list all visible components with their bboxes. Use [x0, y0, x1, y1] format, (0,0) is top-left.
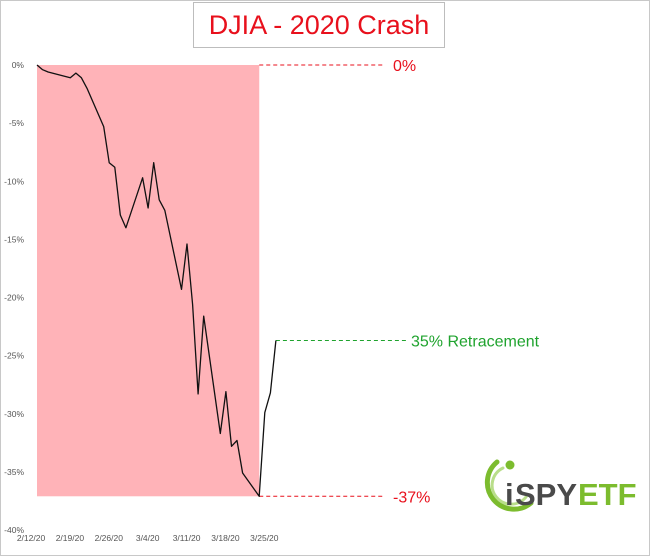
y-tick-label: -10%	[4, 176, 24, 186]
y-tick-label: 0%	[12, 60, 25, 70]
x-tick-label: 2/12/20	[17, 533, 46, 543]
logo-text-etf: ETF	[578, 477, 637, 512]
ispyetf-logo: i SPY ETF	[484, 459, 637, 512]
djia-line	[36, 64, 277, 497]
y-tick-label: -20%	[4, 293, 24, 303]
y-tick-label: -5%	[9, 118, 25, 128]
x-tick-label: 2/19/20	[56, 533, 85, 543]
x-tick-label: 3/4/20	[136, 533, 160, 543]
annotation-label: -37%	[393, 489, 430, 506]
y-tick-label: -40%	[4, 525, 24, 535]
y-tick-label: -15%	[4, 234, 24, 244]
shaded-crash-region	[37, 65, 260, 497]
y-tick-label: -35%	[4, 467, 24, 477]
annotation-label: 0%	[393, 58, 416, 75]
y-tick-label: -25%	[4, 351, 24, 361]
chart-title-box: DJIA - 2020 Crash	[193, 2, 445, 48]
x-tick-label: 3/18/20	[211, 533, 240, 543]
logo-swoosh-outer	[484, 459, 534, 512]
y-tick-label: -30%	[4, 409, 24, 419]
chart-title: DJIA - 2020 Crash	[208, 9, 430, 40]
x-tick-label: 2/26/20	[95, 533, 124, 543]
logo-dot-icon	[505, 460, 515, 470]
logo-swoosh-inner	[490, 466, 528, 506]
x-tick-label: 3/11/20	[173, 533, 201, 543]
logo-text-i: i	[505, 477, 514, 512]
annotation-label: 35% Retracement	[411, 334, 540, 351]
logo-text-spy: SPY	[515, 477, 577, 512]
x-tick-label: 3/25/20	[250, 533, 279, 543]
